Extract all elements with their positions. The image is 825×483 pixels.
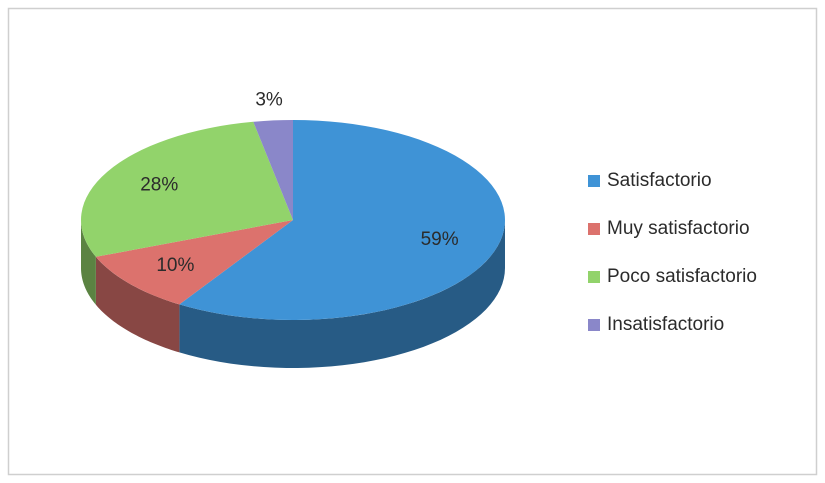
pie-side — [179, 220, 505, 368]
data-label: 3% — [255, 90, 283, 111]
pie-side — [95, 256, 180, 353]
pie-side — [81, 220, 96, 305]
legend-label: Satisfactorio — [607, 170, 712, 191]
pie-slice — [95, 220, 293, 305]
data-label: 59% — [421, 229, 459, 250]
pie-slice — [179, 120, 505, 320]
legend-swatch — [588, 271, 600, 283]
legend-label: Poco satisfactorio — [607, 266, 757, 287]
pie-slice — [81, 121, 293, 257]
legend-swatch — [588, 223, 600, 235]
data-label: 28% — [140, 174, 178, 195]
legend-label: Muy satisfactorio — [607, 218, 750, 239]
legend-swatch — [588, 319, 600, 331]
legend-swatch — [588, 175, 600, 187]
legend-label: Insatisfactorio — [607, 314, 724, 335]
pie-slice — [253, 120, 293, 220]
data-label: 10% — [156, 255, 194, 276]
